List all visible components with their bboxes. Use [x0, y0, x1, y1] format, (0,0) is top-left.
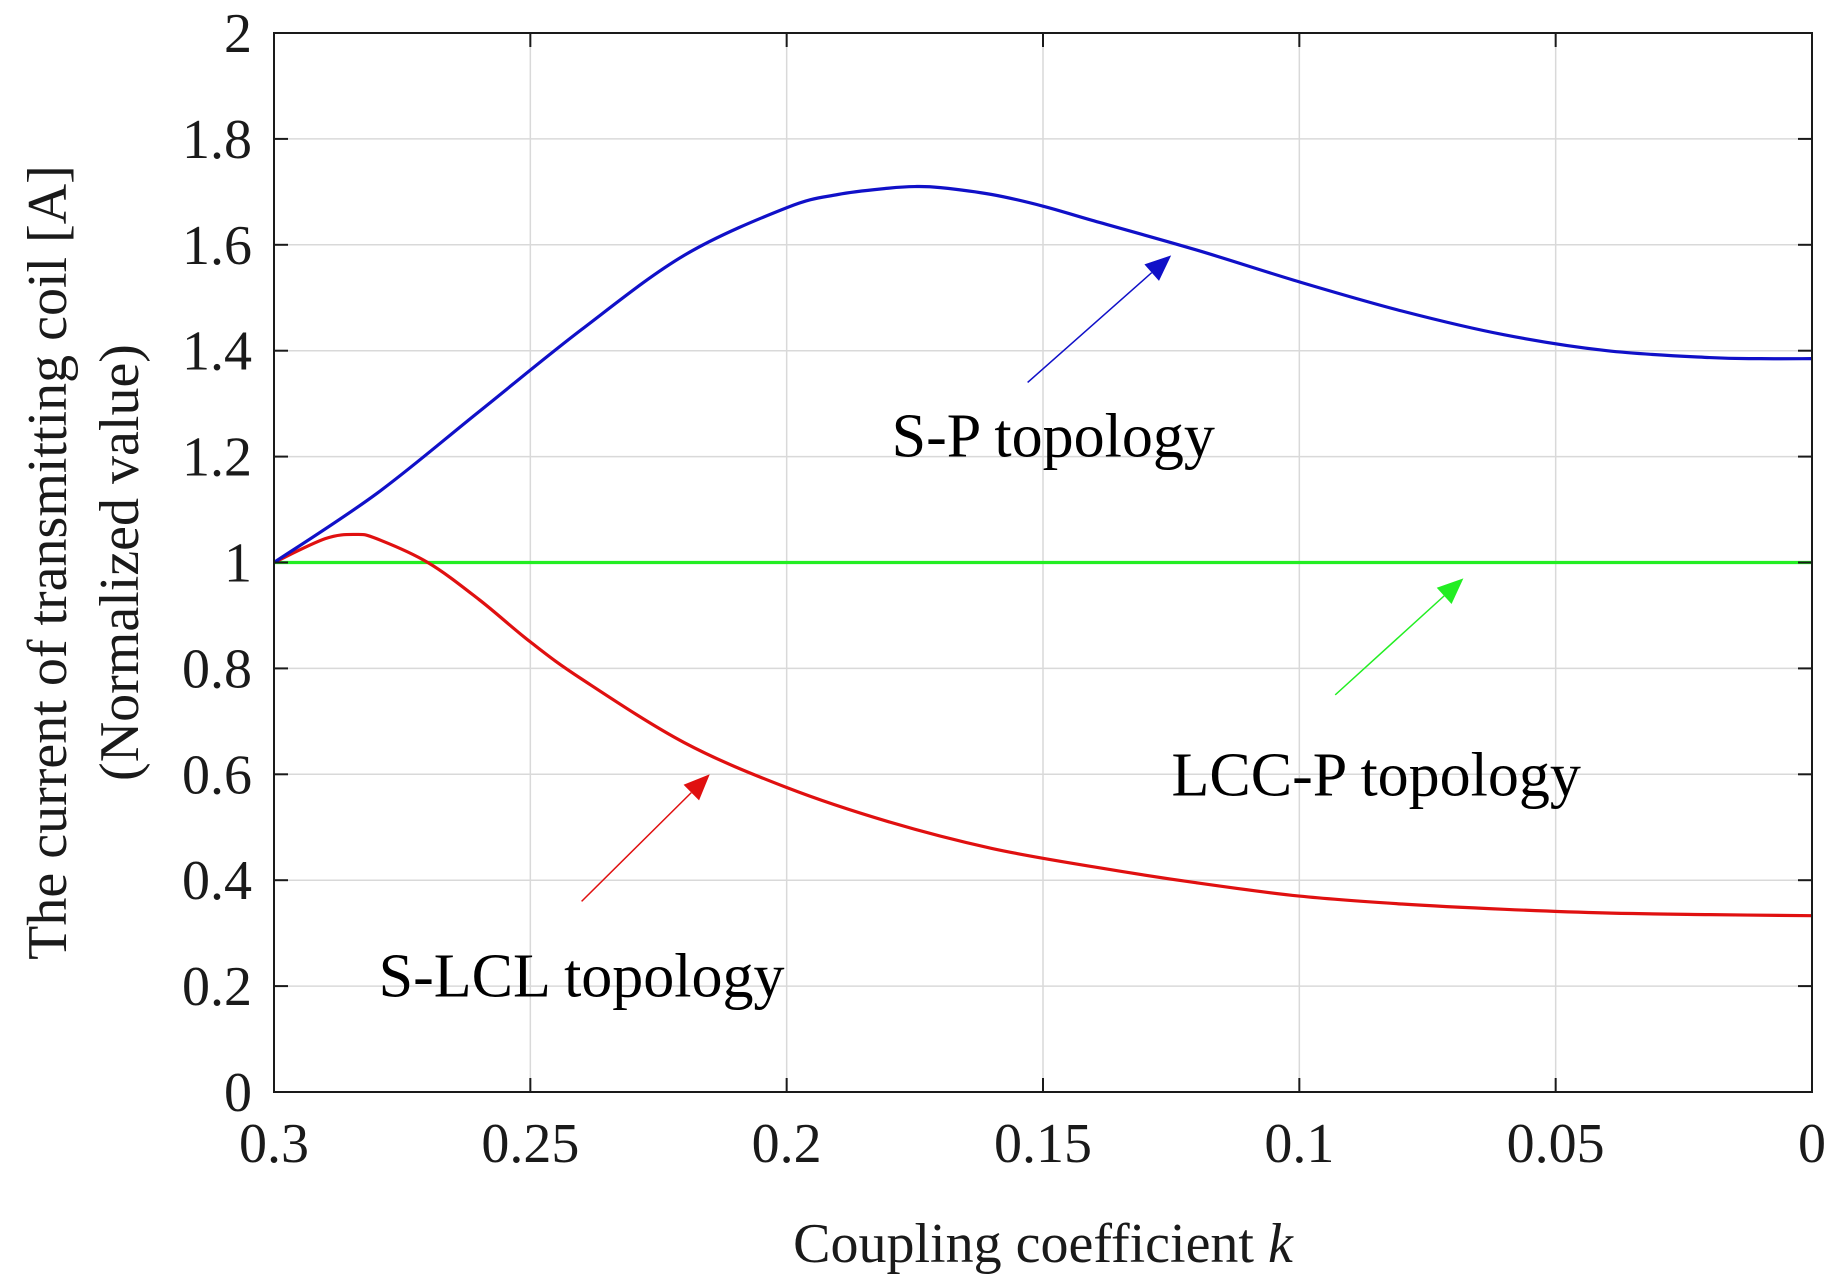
annotation-arrow-s-p-topology	[1027, 272, 1153, 384]
y-tick-label: 0.2	[182, 956, 252, 1018]
y-tick-label: 0	[224, 1062, 252, 1124]
x-tick-label: 0.15	[994, 1113, 1092, 1175]
series-line-s-p-topology	[273, 184, 1813, 564]
y-tick-label: 1.4	[182, 321, 252, 383]
annotation-layer: S-P topology LCC-P topology S-LCL topology	[379, 255, 1581, 1011]
x-tick-label: 0.1	[1264, 1113, 1334, 1175]
y-tick-label: 2	[224, 3, 252, 65]
y-tick-label: 0.4	[182, 850, 252, 912]
y-axis-label-line-1: The current of transmitting coil [A]	[17, 165, 79, 960]
y-tick-label: 0.6	[182, 744, 252, 806]
x-axis-label: Coupling coefficient k	[793, 1213, 1294, 1275]
x-tick-label: 0.2	[752, 1113, 822, 1175]
annotation-arrowhead-lcc-p-topology	[1436, 578, 1464, 605]
y-tick-label: 1.6	[182, 215, 252, 277]
annotation-label-s-lcl-topology: S-LCL topology	[379, 943, 785, 1011]
y-tick-label: 1.2	[182, 427, 252, 489]
x-axis-label-variable: k	[1268, 1213, 1294, 1275]
series-line-s-lcl-topology	[273, 532, 1813, 918]
x-tick-label: 0.3	[239, 1113, 309, 1175]
annotation-arrow-s-lcl-topology	[581, 792, 692, 902]
annotation-arrowhead-s-lcl-topology	[683, 774, 710, 801]
series-layer	[273, 184, 1813, 918]
annotation-label-lcc-p-topology: LCC-P topology	[1172, 741, 1581, 809]
annotation-label-s-p-topology: S-P topology	[892, 403, 1215, 471]
x-axis-label-text: Coupling coefficient	[793, 1213, 1254, 1275]
y-tick-label: 1.8	[182, 109, 252, 171]
x-tick-label: 0	[1798, 1113, 1826, 1175]
annotation-arrowhead-s-p-topology	[1144, 255, 1172, 281]
x-tick-label: 0.05	[1507, 1113, 1605, 1175]
y-tick-label: 1	[224, 533, 252, 595]
y-axis-label-line-2: (Normalized value)	[89, 344, 151, 781]
x-tick-label: 0.25	[481, 1113, 579, 1175]
tick-layer: 0.3 0.25 0.2 0.15 0.1 0.05 0 0 0.2 0.4 0.6 0.8 1 1.2 1…	[182, 3, 1826, 1175]
y-tick-label: 0.8	[182, 638, 252, 700]
annotation-arrow-lcc-p-topology	[1334, 595, 1445, 696]
